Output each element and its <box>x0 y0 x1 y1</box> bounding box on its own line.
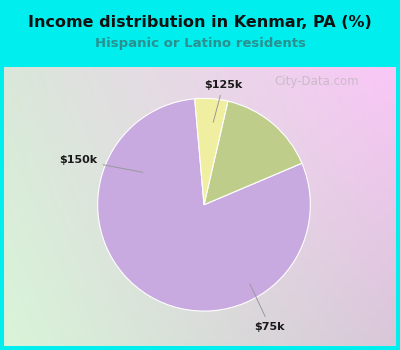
Wedge shape <box>195 98 228 205</box>
Text: Hispanic or Latino residents: Hispanic or Latino residents <box>94 37 306 50</box>
Wedge shape <box>204 101 302 205</box>
Text: City-Data.com: City-Data.com <box>274 75 359 88</box>
Text: $125k: $125k <box>204 80 242 122</box>
Text: Income distribution in Kenmar, PA (%): Income distribution in Kenmar, PA (%) <box>28 15 372 30</box>
Text: $150k: $150k <box>60 155 143 172</box>
Text: $75k: $75k <box>250 284 285 332</box>
Wedge shape <box>98 99 310 311</box>
